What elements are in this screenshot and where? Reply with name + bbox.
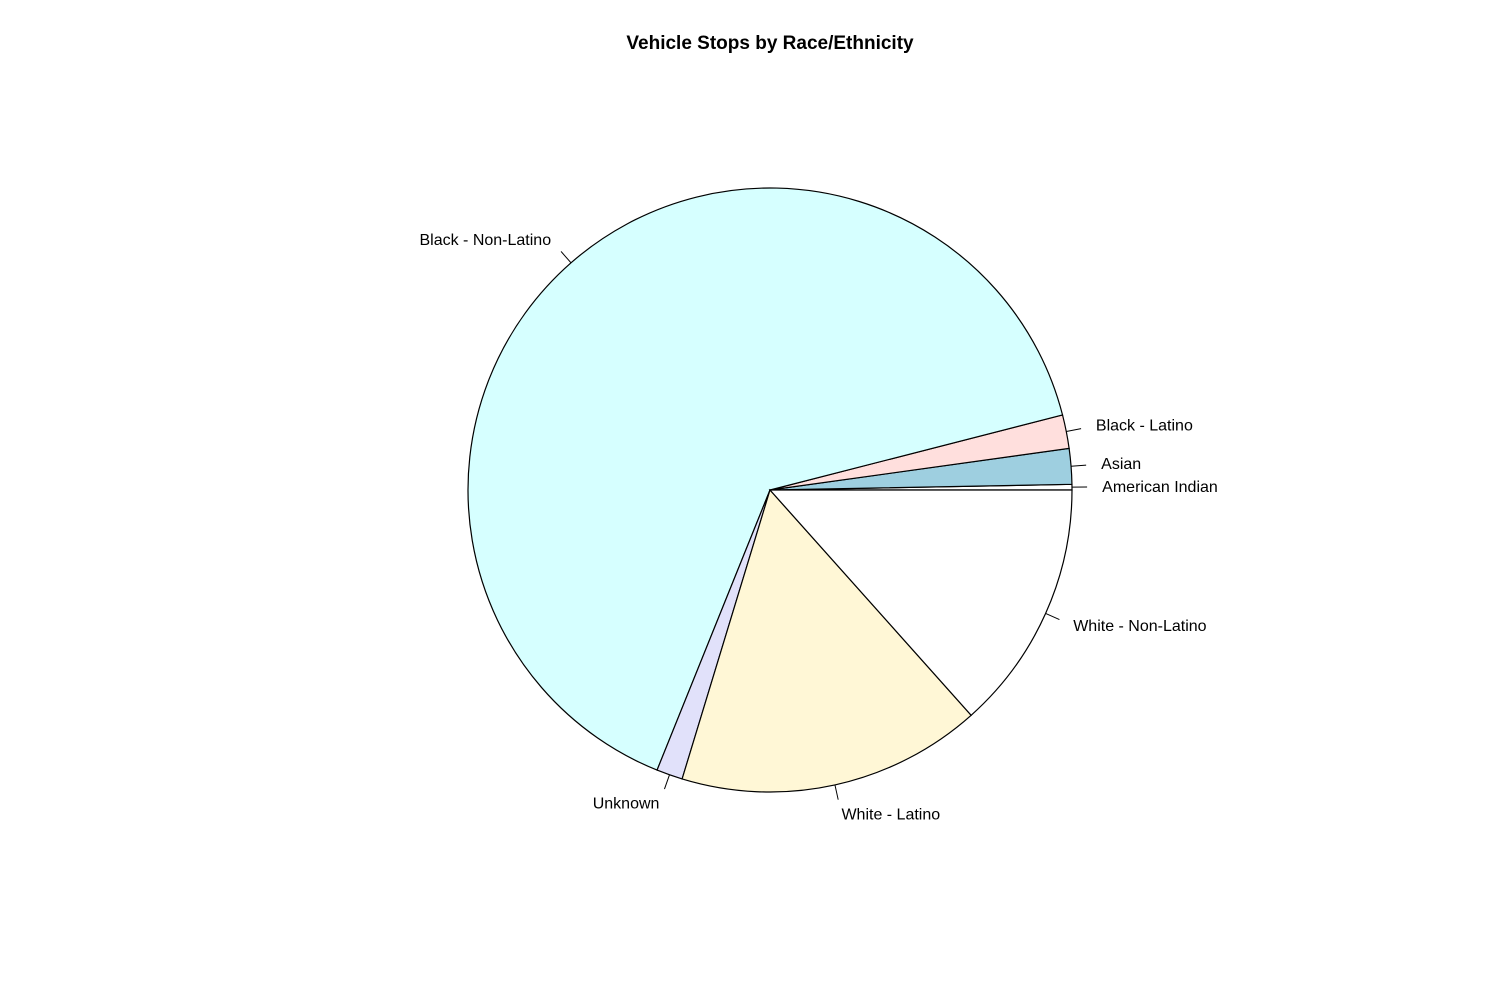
slice-label: Black - Latino — [1096, 418, 1193, 435]
slice-label: Unknown — [593, 795, 660, 812]
label-tick — [1045, 612, 1060, 621]
pie-slices — [467, 187, 1073, 793]
label-ticks — [560, 251, 1088, 800]
slice-labels: American Indian Asian Black - Latino Black … — [419, 232, 1217, 823]
slice-label: American Indian — [1102, 479, 1218, 496]
slice-label: Black - Non-Latino — [419, 232, 551, 249]
label-tick — [1071, 464, 1087, 467]
label-tick — [834, 784, 839, 800]
label-tick — [560, 251, 572, 264]
slice-label: White - Latino — [841, 806, 940, 823]
slice-label: White - Non-Latino — [1073, 618, 1206, 635]
chart-title: Vehicle Stops by Race/Ethnicity — [626, 33, 914, 54]
label-tick — [663, 774, 670, 790]
slice-label: Asian — [1101, 456, 1141, 473]
label-tick — [1066, 428, 1082, 433]
